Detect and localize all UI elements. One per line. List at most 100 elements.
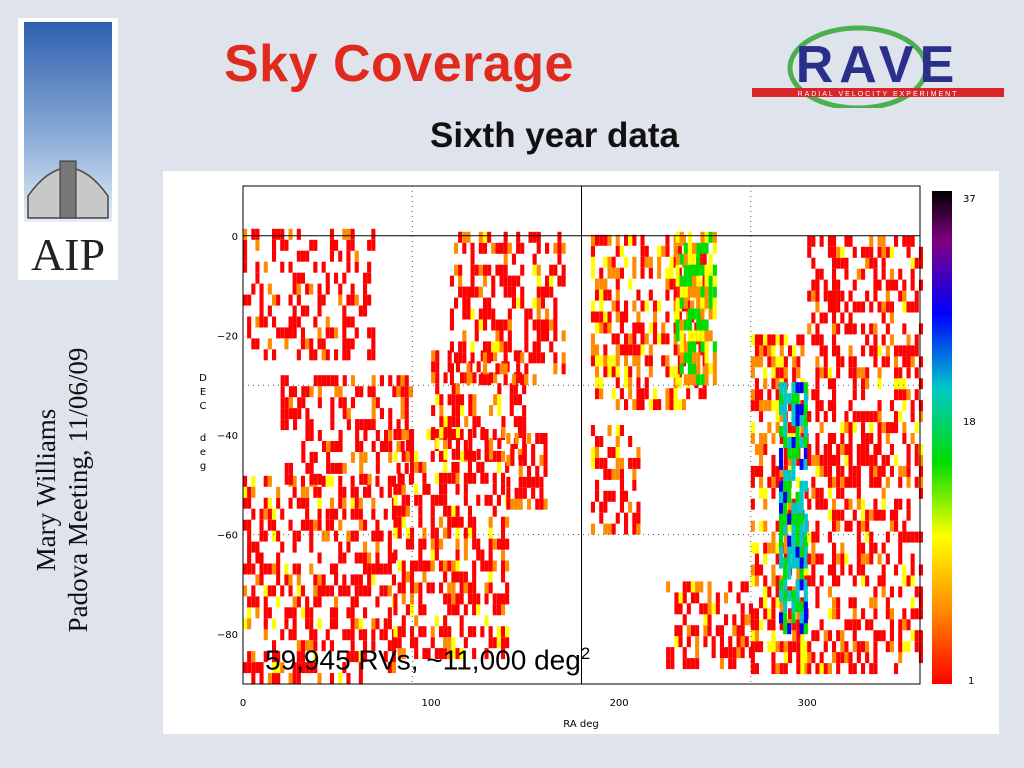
density-cell <box>736 592 741 604</box>
dotted-grid <box>243 186 920 684</box>
density-cell <box>305 462 310 474</box>
density-cell <box>865 509 870 521</box>
density-cell <box>321 530 326 542</box>
density-cell <box>338 250 343 262</box>
density-cell <box>827 586 832 598</box>
density-cell <box>451 448 456 460</box>
density-cell <box>787 469 792 481</box>
density-cell <box>418 549 423 561</box>
density-cell <box>259 574 264 586</box>
density-cell <box>462 330 467 342</box>
density-cell <box>673 344 678 356</box>
density-cell <box>840 630 845 642</box>
density-cell <box>447 604 452 616</box>
density-cell <box>788 345 793 357</box>
density-cell <box>363 305 368 317</box>
density-cell <box>865 454 870 466</box>
density-cell <box>700 231 705 243</box>
density-cell <box>910 279 915 291</box>
density-cell <box>619 468 624 480</box>
density-cell <box>687 308 692 320</box>
density-cell <box>902 564 907 576</box>
density-cell <box>288 574 293 586</box>
density-cell <box>346 530 351 542</box>
density-cell <box>516 275 521 287</box>
density-cell <box>848 564 853 576</box>
density-cell <box>400 473 405 485</box>
density-cell <box>787 557 792 569</box>
density-cell <box>910 257 915 269</box>
density-cell <box>255 541 260 553</box>
density-cell <box>350 375 355 387</box>
density-cell <box>815 356 820 368</box>
density-cell <box>703 614 708 626</box>
density-cell <box>309 349 314 361</box>
density-cell <box>856 542 861 554</box>
density-cell <box>844 476 849 488</box>
density-cell <box>342 228 347 240</box>
density-cell <box>852 422 857 434</box>
density-cell <box>350 228 355 240</box>
density-cell <box>410 571 415 583</box>
density-cell <box>484 648 489 660</box>
density-cell <box>712 286 717 298</box>
colorbar-max-label: 37 <box>963 194 976 205</box>
density-cell <box>611 355 616 367</box>
density-cell <box>712 308 717 320</box>
density-cell <box>350 651 355 663</box>
plot-panel: 0 100 200 300 0 −20 −40 −60 −80 RA deg D E C d … <box>163 171 999 734</box>
density-cell <box>350 508 355 520</box>
density-cell <box>848 520 853 532</box>
density-cell <box>300 640 305 652</box>
density-cell <box>468 438 473 449</box>
density-cell <box>414 648 419 660</box>
density-cell <box>640 333 645 345</box>
density-cell <box>379 375 384 387</box>
density-cell <box>300 327 305 339</box>
density-cell <box>881 564 886 576</box>
density-cell <box>313 662 318 674</box>
density-cell <box>483 242 488 254</box>
density-cell <box>522 427 527 438</box>
density-cell <box>418 494 423 506</box>
density-cell <box>371 397 376 409</box>
density-cell <box>545 242 550 254</box>
density-cell <box>495 242 500 254</box>
density-cell <box>447 361 452 373</box>
density-cell <box>728 647 733 659</box>
density-cell <box>750 652 755 664</box>
density-cell <box>682 592 687 604</box>
density-cell <box>334 618 339 630</box>
density-cell <box>472 405 477 417</box>
density-cell <box>799 623 804 635</box>
density-cell <box>243 475 248 487</box>
density-cell <box>296 283 301 295</box>
density-cell <box>836 652 841 664</box>
density-cell <box>501 538 506 550</box>
density-cell <box>439 472 444 484</box>
density-cell <box>832 279 837 291</box>
density-cell <box>531 444 536 455</box>
density-cell <box>476 494 481 506</box>
density-cell <box>305 430 310 441</box>
density-cell <box>405 505 410 517</box>
density-cell <box>383 563 388 575</box>
density-cell <box>763 444 768 455</box>
density-cell <box>263 316 268 328</box>
density-cell <box>792 345 797 357</box>
density-cell <box>309 451 314 463</box>
density-cell <box>698 388 703 400</box>
density-cell <box>865 367 870 379</box>
density-cell <box>848 400 853 412</box>
density-cell <box>545 286 550 298</box>
density-cell <box>267 673 272 684</box>
density-cell <box>350 475 355 487</box>
density-cell <box>827 465 832 477</box>
density-cell <box>354 585 359 597</box>
density-cell <box>358 552 363 564</box>
density-cell <box>779 590 784 602</box>
density-cell <box>492 593 497 605</box>
density-cell <box>815 268 820 280</box>
density-cell <box>873 290 878 302</box>
density-cell <box>791 612 796 624</box>
